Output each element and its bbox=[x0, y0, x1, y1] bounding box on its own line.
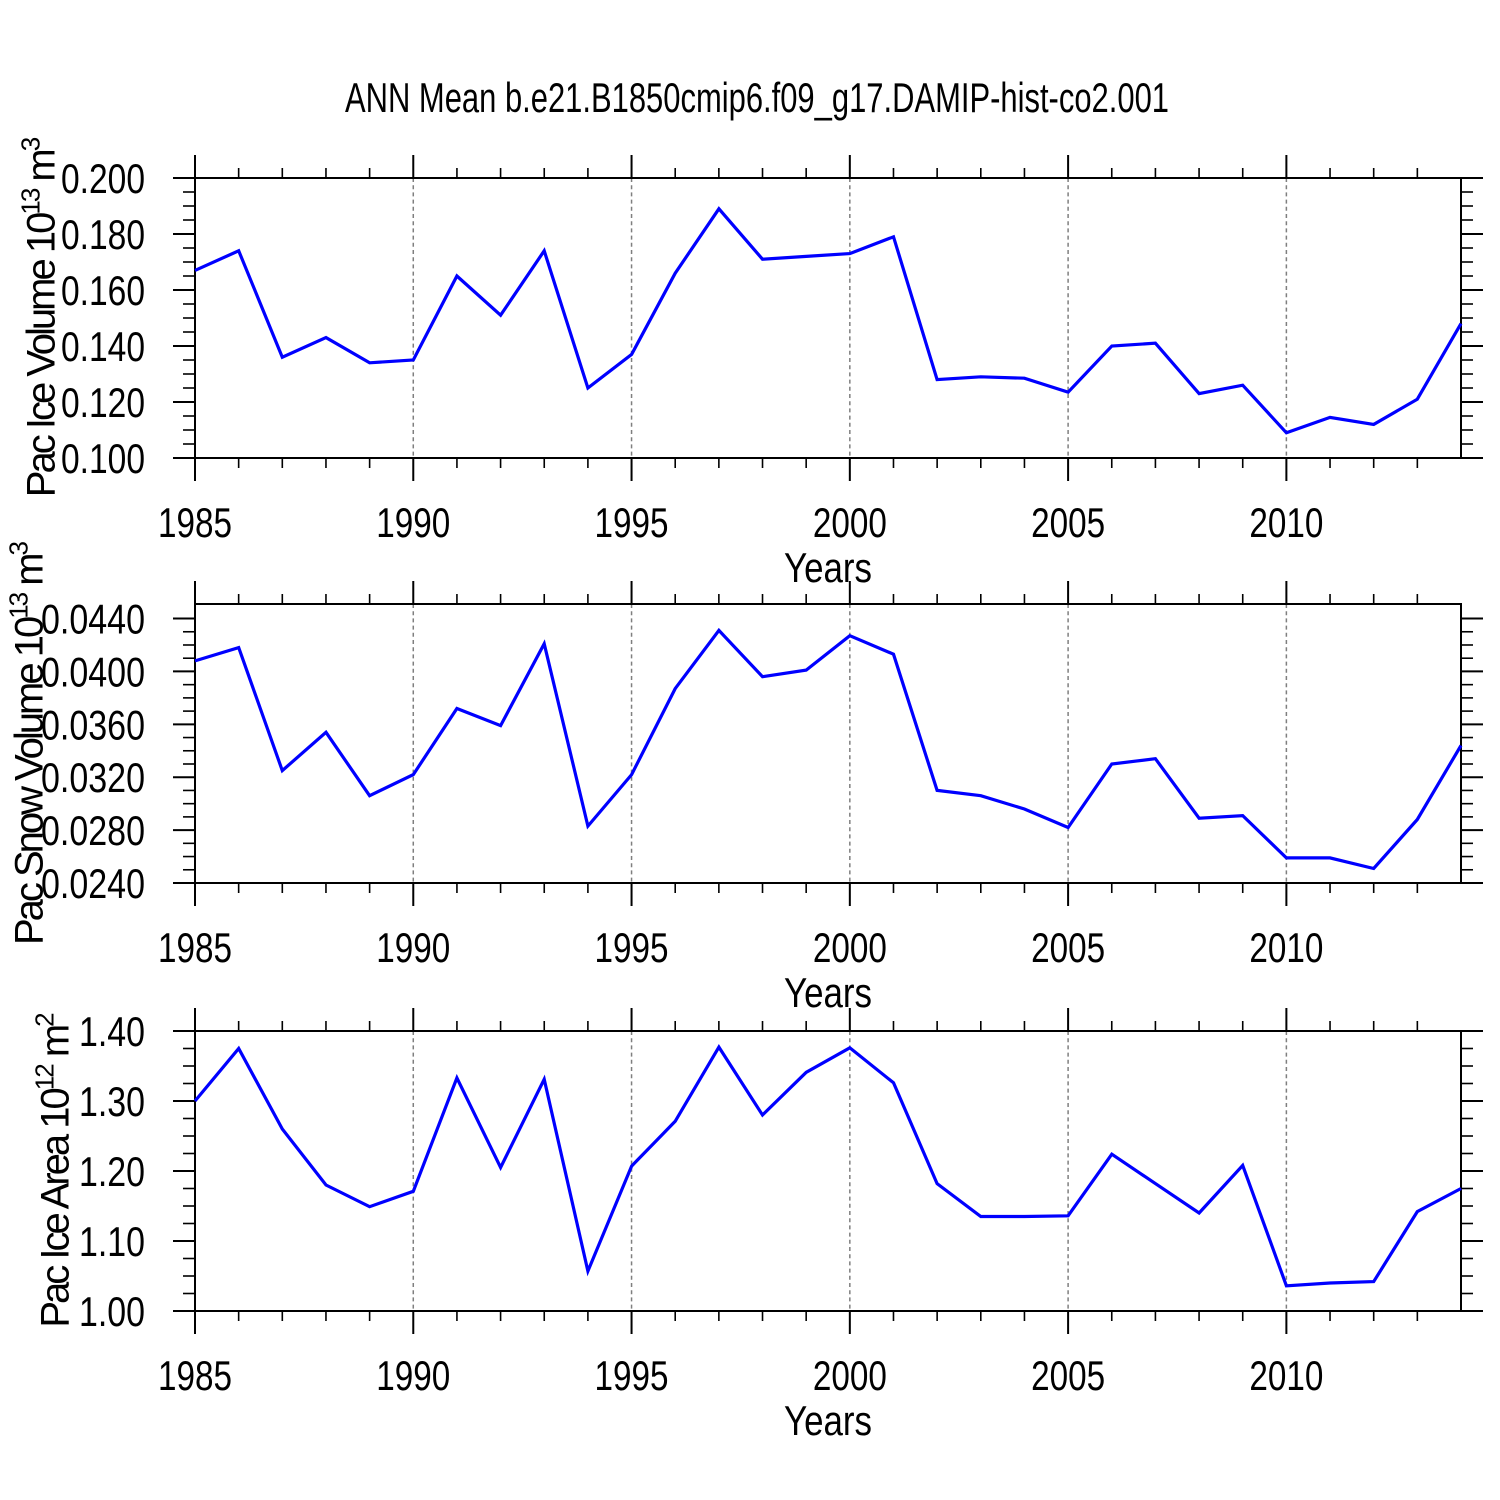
y-axis-title-superscript: 13 bbox=[15, 189, 46, 215]
y-axis-title-text: Pac Ice Volume 10 bbox=[19, 214, 64, 498]
y-axis-title-superscript: 2 bbox=[29, 1014, 60, 1027]
y-axis-title-pac-ice-volume: Pac Ice Volume 1013 m3 bbox=[16, 139, 65, 497]
panel-pac-ice-area: 1.40 1.30 1.20 1.10 1.00 1985 1990 1995 2000 2005… bbox=[79, 1008, 1483, 1444]
y-axis-title-text: m bbox=[33, 1026, 78, 1066]
plot-frame bbox=[194, 177, 1462, 459]
x-tick-label: 2000 bbox=[813, 1352, 887, 1399]
y-axis-title-superscript: 13 bbox=[3, 593, 34, 619]
y-axis-title-pac-snow-volume: Pac Snow Volume 1013 m3 bbox=[4, 542, 53, 944]
y-tick-label: 0.200 bbox=[61, 155, 145, 202]
x-tick-label: 2005 bbox=[1031, 1352, 1105, 1399]
x-tick-label: 2000 bbox=[813, 924, 887, 971]
x-tick-label: 2010 bbox=[1249, 1352, 1323, 1399]
y-axis-title-text: m bbox=[19, 151, 64, 190]
y-tick-label: 1.30 bbox=[79, 1078, 145, 1125]
y-tick-label: 0.0440 bbox=[41, 596, 145, 643]
x-axis-title: Years bbox=[784, 544, 872, 591]
x-tick-label: 1985 bbox=[158, 924, 232, 971]
x-tick-label: 1985 bbox=[158, 499, 232, 546]
x-tick-label: 1995 bbox=[595, 499, 669, 546]
panel-pac-ice-volume: 0.200 0.180 0.160 0.140 0.120 0.100 1985 1990 19… bbox=[61, 155, 1483, 591]
y-tick-label: 1.10 bbox=[79, 1218, 145, 1265]
chart-title: ANN Mean b.e21.B1850cmip6.f09_g17.DAMIP-… bbox=[345, 74, 1169, 121]
y-axis-title-pac-ice-area: Pac Ice Area 1012 m2 bbox=[30, 1014, 79, 1327]
y-tick-label: 0.140 bbox=[61, 323, 145, 370]
x-tick-label: 2005 bbox=[1031, 499, 1105, 546]
y-axis-title-superscript: 3 bbox=[3, 542, 34, 555]
y-tick-label: 0.0240 bbox=[41, 860, 145, 907]
x-tick-label: 1990 bbox=[376, 499, 450, 546]
y-axis-title-text: Pac Snow Volume 10 bbox=[7, 618, 52, 945]
x-tick-label: 1995 bbox=[595, 924, 669, 971]
panel-pac-snow-volume: 0.0440 0.0400 0.0360 0.0320 0.0280 0.0240 1985… bbox=[41, 581, 1483, 1016]
x-axis-title: Years bbox=[784, 1397, 872, 1444]
y-tick-label: 1.20 bbox=[79, 1148, 145, 1195]
y-tick-label: 0.180 bbox=[61, 211, 145, 258]
x-tick-label: 2005 bbox=[1031, 924, 1105, 971]
x-tick-label: 1985 bbox=[158, 1352, 232, 1399]
y-tick-label: 1.00 bbox=[79, 1288, 145, 1335]
x-tick-label: 1990 bbox=[376, 1352, 450, 1399]
y-axis-title-superscript: 3 bbox=[15, 138, 46, 152]
series-line-pac-snow-volume bbox=[194, 627, 1463, 871]
y-axis-title-text: m bbox=[7, 554, 52, 594]
y-axis-title-text: Pac Ice Area 10 bbox=[33, 1090, 78, 1328]
x-tick-label: 2000 bbox=[813, 499, 887, 546]
series-line-pac-ice-volume bbox=[194, 206, 1463, 435]
y-tick-label: 0.0280 bbox=[41, 807, 145, 854]
y-tick-label: 0.0320 bbox=[41, 754, 145, 801]
y-tick-label: 0.0400 bbox=[41, 648, 145, 695]
x-axis-title: Years bbox=[784, 969, 872, 1016]
plot-frame bbox=[194, 603, 1462, 884]
x-tick-label: 2010 bbox=[1249, 499, 1323, 546]
y-tick-label: 0.120 bbox=[61, 379, 145, 426]
y-axis-title-superscript: 12 bbox=[29, 1065, 60, 1091]
y-tick-label: 0.0360 bbox=[41, 701, 145, 748]
x-tick-label: 2010 bbox=[1249, 924, 1323, 971]
series-line-pac-ice-area bbox=[193, 1044, 1462, 1288]
plot-frame bbox=[194, 1030, 1462, 1312]
x-tick-label: 1990 bbox=[376, 924, 450, 971]
y-tick-label: 0.160 bbox=[61, 267, 145, 314]
x-tick-label: 1995 bbox=[595, 1352, 669, 1399]
y-tick-label: 1.40 bbox=[79, 1008, 145, 1055]
y-tick-label: 0.100 bbox=[61, 435, 145, 482]
